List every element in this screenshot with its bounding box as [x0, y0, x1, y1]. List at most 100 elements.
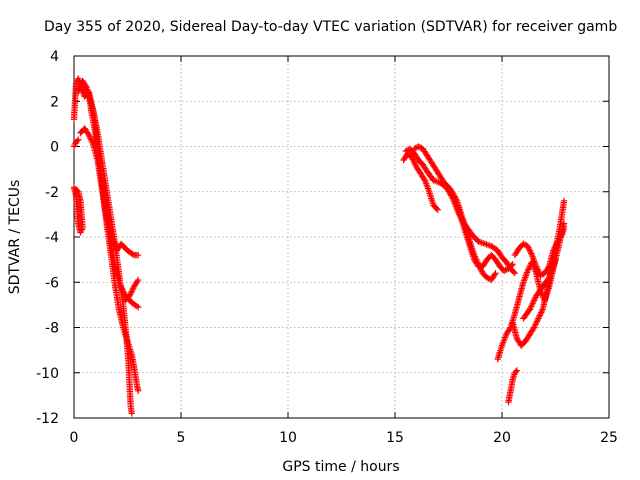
chart-title: Day 355 of 2020, Sidereal Day-to-day VTE… [44, 19, 617, 35]
data-point-marker [537, 272, 544, 279]
data-point-marker [527, 304, 534, 312]
data-point-marker [87, 136, 95, 143]
data-point-marker [77, 227, 85, 235]
data-point-marker [84, 130, 92, 138]
series-track-7 [122, 276, 142, 304]
data-point-marker [530, 324, 538, 331]
data-point-marker [402, 147, 409, 155]
data-point-marker [128, 288, 135, 295]
data-point-marker [525, 244, 532, 251]
data-point-marker [135, 276, 142, 284]
series-track-4 [77, 125, 142, 395]
series-track-16 [520, 256, 559, 322]
data-point-marker [528, 301, 536, 309]
data-point-marker [538, 309, 545, 316]
data-point-marker [550, 247, 557, 254]
data-point-marker [491, 271, 498, 278]
series-track-8 [400, 150, 441, 214]
tick-labels: 0 5 10 15 20 25 -12 -10 -8 -6 -4 -2 0 2 4 [36, 49, 618, 446]
data-point-marker [508, 262, 515, 269]
series-track-14 [511, 224, 568, 279]
data-point-marker [534, 316, 541, 324]
data-point-marker [521, 241, 529, 248]
data-point-marker [88, 138, 96, 145]
data-point-marker [552, 242, 559, 250]
data-point-marker [511, 270, 519, 277]
series-track-5 [70, 136, 82, 150]
data-point-marker [553, 241, 560, 248]
data-point-marker [77, 229, 84, 236]
series-track-15 [505, 367, 521, 406]
y-tick-label: -12 [36, 411, 59, 427]
data-point-marker [411, 160, 419, 168]
data-point-marker [453, 196, 460, 203]
data-point-marker [420, 175, 428, 183]
data-point-marker [532, 321, 539, 328]
y-tick-label: -6 [45, 275, 59, 291]
data-point-marker [135, 251, 142, 259]
data-point-marker [135, 303, 142, 311]
x-tick-label: 15 [386, 430, 404, 446]
data-point-marker [512, 368, 520, 375]
data-point-marker [525, 245, 533, 253]
data-point-marker [433, 205, 440, 212]
data-point-marker [411, 145, 418, 152]
data-point-marker [415, 143, 422, 150]
data-point-marker [513, 367, 521, 374]
data-point-marker [525, 266, 532, 273]
data-point-marker [528, 250, 535, 257]
data-point-marker [527, 248, 534, 256]
data-point-marker [133, 303, 141, 310]
data-point-marker [87, 135, 94, 142]
data-point-marker [411, 159, 418, 166]
data-point-marker [526, 306, 534, 313]
data-point-marker [524, 242, 531, 250]
grid [74, 56, 609, 418]
data-point-marker [533, 263, 540, 270]
data-point-marker [533, 318, 541, 325]
data-point-marker [534, 266, 541, 273]
data-point-marker [82, 87, 90, 94]
data-point-marker [127, 289, 135, 297]
data-point-marker [83, 89, 91, 96]
data-point-marker [81, 84, 88, 91]
data-point-marker [130, 285, 137, 292]
data-point-marker [551, 244, 558, 251]
data-point-marker [85, 92, 92, 99]
data-point-marker [502, 266, 509, 274]
data-point-marker [492, 270, 499, 277]
data-point-marker [74, 187, 81, 194]
data-point-marker [531, 322, 539, 330]
data-point-marker [538, 271, 546, 278]
data-point-marker [75, 136, 82, 143]
data-point-marker [126, 292, 133, 300]
data-point-marker [128, 410, 135, 417]
data-point-marker [434, 206, 441, 214]
series-track-6 [70, 184, 86, 236]
series-track-11 [453, 202, 516, 275]
data-point-marker [536, 312, 544, 319]
data-point-marker [530, 298, 537, 306]
data-point-marker [538, 307, 546, 315]
data-point-marker [500, 267, 508, 275]
y-tick-label: 2 [50, 94, 59, 110]
data-point-marker [537, 310, 544, 318]
data-point-marker [86, 133, 93, 140]
data-point-marker [412, 144, 419, 152]
data-point-marker [533, 319, 540, 327]
y-tick-label: -2 [45, 185, 59, 201]
data-point-marker [544, 275, 552, 283]
data-point-marker [535, 315, 542, 322]
data-point-marker [529, 300, 536, 307]
data-point-marker [528, 303, 535, 310]
data-point-marker [70, 143, 78, 150]
data-point-marker [74, 137, 81, 145]
data-point-marker [85, 131, 93, 139]
data-point-marker [535, 313, 543, 321]
data-point-marker [416, 144, 424, 151]
data-point-marker [509, 260, 516, 268]
data-point-marker [483, 274, 491, 281]
data-point-marker [510, 268, 517, 276]
data-point-marker [127, 291, 134, 298]
